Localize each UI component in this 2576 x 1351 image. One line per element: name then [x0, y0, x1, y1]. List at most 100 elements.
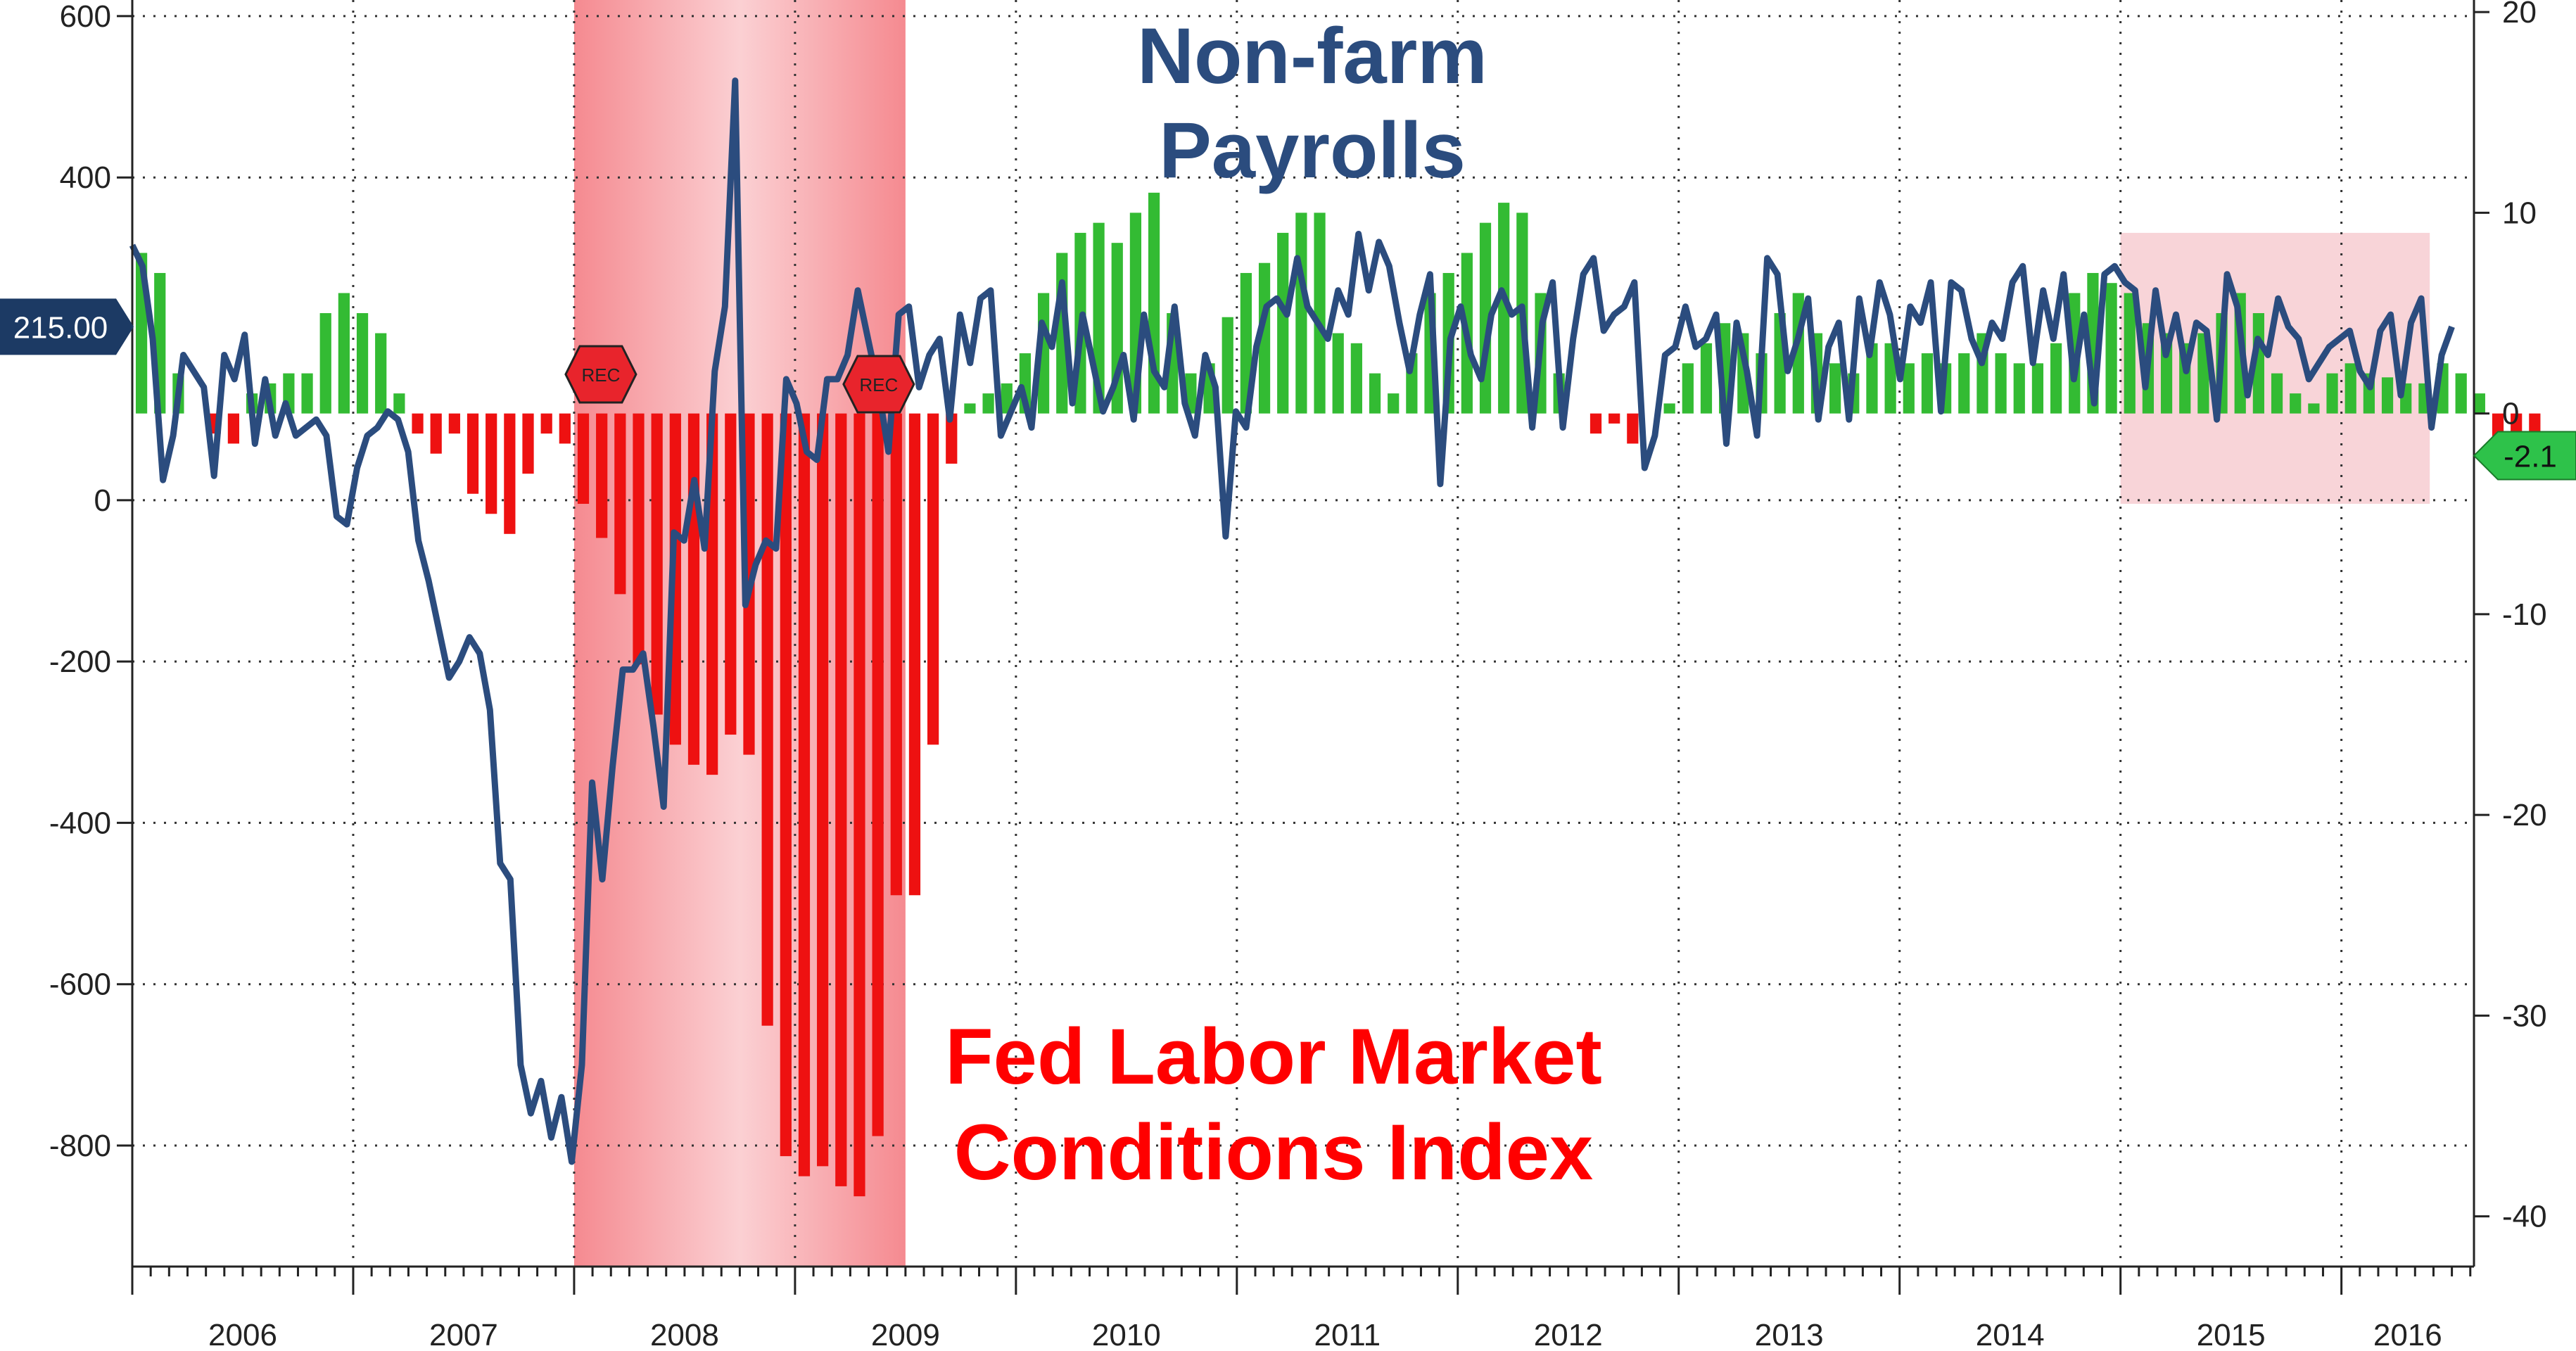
lmci-bar	[1350, 343, 1362, 414]
lmci-bar	[1627, 413, 1639, 444]
lmci-bar	[1240, 272, 1252, 414]
lmci-bar	[1921, 353, 1934, 414]
lmci-bar	[1277, 232, 1289, 414]
lmci-bar	[908, 413, 921, 896]
rec-marker-shape	[564, 345, 637, 404]
lmci-bar	[835, 413, 847, 1186]
rec-marker-label: REC	[859, 374, 898, 395]
x-tick-label: 2007	[429, 1318, 498, 1351]
lmci-bar	[2473, 393, 2485, 414]
rec-marker-shape	[842, 355, 915, 414]
lmci-bar	[467, 413, 479, 494]
lmci-bar	[1314, 213, 1326, 414]
axis-layer: 6004000-200-400-600-80020100-10-20-30-40…	[49, 0, 2547, 1351]
lmci-bar	[1903, 363, 1915, 414]
lmci-bar	[614, 413, 626, 595]
lmci-bar	[964, 403, 976, 414]
x-tick-label: 2009	[871, 1318, 940, 1351]
lmci-bar	[2381, 377, 2394, 414]
right-tick-label: -10	[2502, 597, 2547, 632]
lmci-bar	[1682, 363, 1694, 414]
right-tick-label: 20	[2502, 0, 2537, 30]
lmci-bar	[2069, 293, 2081, 414]
lmci-bar	[1332, 333, 1344, 414]
x-tick-label: 2016	[2373, 1318, 2442, 1351]
lmci-bar	[448, 413, 460, 434]
chart-annotation: Conditions Index	[954, 1108, 1593, 1196]
left-tick-label: -800	[49, 1129, 111, 1163]
chart-annotation: Payrolls	[1159, 106, 1466, 194]
line-layer	[129, 77, 2455, 1165]
lmci-bar	[2013, 363, 2025, 414]
x-tick-label: 2006	[208, 1318, 277, 1351]
lmci-bar	[2050, 343, 2062, 414]
lmci-bar	[1866, 343, 1878, 414]
lmci-bar	[2345, 363, 2356, 414]
lmci-bar	[798, 413, 811, 1176]
x-tick-label: 2011	[1314, 1318, 1381, 1351]
lmci-bar	[540, 413, 552, 434]
lmci-bar	[2031, 363, 2044, 414]
lmci-bar	[430, 413, 442, 454]
last-value-right-tag	[2473, 431, 2576, 481]
rec-marker-label: REC	[581, 364, 620, 386]
lmci-bar	[596, 413, 608, 538]
lmci-bar	[1829, 363, 1841, 414]
lmci-bar	[2326, 373, 2338, 414]
rec-end-marker: REC	[842, 355, 915, 414]
x-tick-label: 2013	[1755, 1318, 1824, 1351]
lmci-bar	[2105, 283, 2117, 414]
lmci-bar	[356, 313, 369, 414]
right-tick-label: -30	[2502, 998, 2547, 1033]
lmci-bar	[1995, 353, 2007, 414]
grid-layer	[131, 0, 2474, 1267]
left-tick-label: -400	[49, 806, 111, 840]
lmci-bar	[577, 413, 590, 505]
lmci-bar	[375, 333, 387, 414]
lmci-bar	[1258, 262, 1271, 414]
left-tick-label: -200	[49, 645, 111, 679]
chart-annotation: Fed Labor Market	[945, 1013, 1602, 1101]
lmci-bar	[1369, 373, 1381, 414]
lmci-bar	[486, 413, 497, 514]
left-tick-label: 0	[94, 483, 111, 518]
lmci-bar	[1590, 413, 1602, 434]
lmci-bar	[669, 413, 681, 745]
lmci-bar	[927, 413, 939, 745]
lmci-bar	[504, 413, 516, 534]
lmci-bar	[412, 413, 424, 434]
last-value-left-tag	[0, 298, 134, 355]
lmci-bar	[2455, 373, 2467, 414]
right-tick-label: -20	[2502, 798, 2547, 832]
chart-annotation: Non-farm	[1137, 12, 1487, 100]
lmci-bar	[2271, 373, 2283, 414]
lmci-bar	[1884, 343, 1896, 414]
lmci-bar	[338, 293, 350, 414]
lmci-bar	[1700, 343, 1713, 414]
lmci-bar	[982, 393, 994, 414]
lmci-bar	[761, 413, 773, 1026]
lmci-bar	[1001, 383, 1013, 414]
lmci-bar	[817, 413, 829, 1167]
lmci-bar	[2290, 393, 2302, 414]
left-tick-label: 600	[60, 0, 111, 34]
lmci-bar	[1958, 353, 1970, 414]
lmci-bar	[559, 413, 571, 444]
last-value-right-label: -2.1	[2504, 440, 2557, 474]
left-tick-label: 400	[60, 160, 111, 195]
lmci-bar	[890, 413, 902, 896]
lmci-bar	[780, 413, 792, 1157]
lmci-bar	[1609, 413, 1620, 424]
lmci-bar	[854, 413, 865, 1197]
lmci-bar	[393, 393, 405, 414]
right-tick-label: 0	[2502, 397, 2519, 431]
lmci-bar	[1222, 317, 1233, 414]
lmci-bar	[2308, 403, 2320, 414]
lmci-bar	[301, 373, 313, 414]
x-tick-label: 2012	[1534, 1318, 1603, 1351]
x-tick-label: 2014	[1976, 1318, 2045, 1351]
lmci-bar	[1388, 393, 1400, 414]
lmci-bar	[946, 413, 958, 464]
lmci-bar	[227, 413, 240, 444]
